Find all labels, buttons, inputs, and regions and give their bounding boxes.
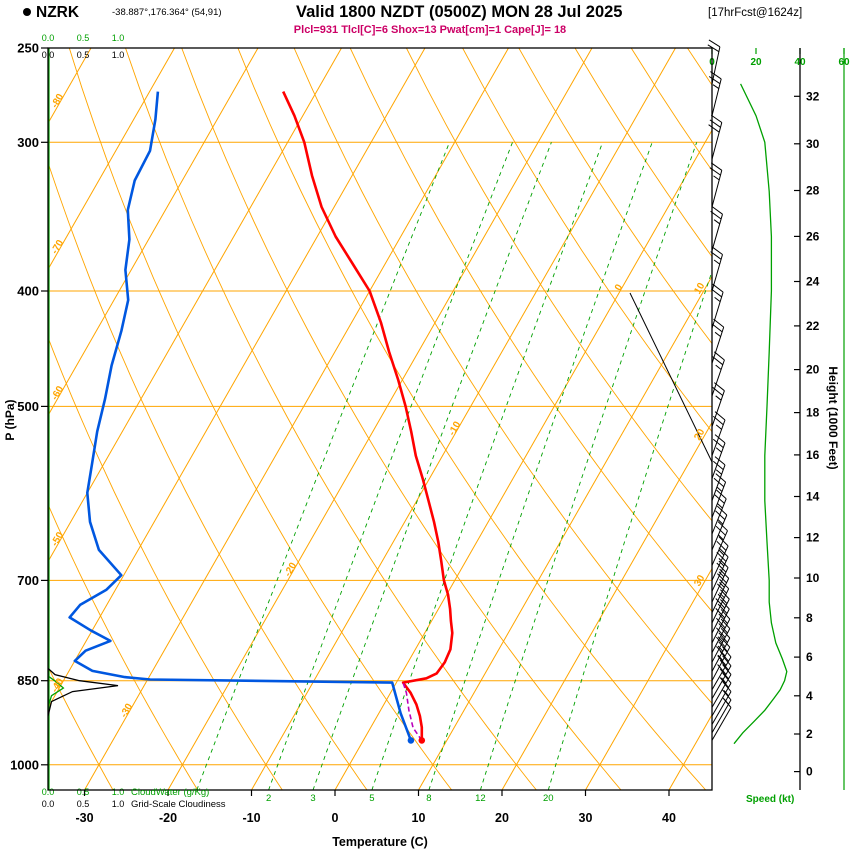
height-axis-title: Height (1000 Feet) [826,366,840,469]
svg-text:2: 2 [806,727,813,741]
svg-text:-30: -30 [75,811,93,825]
mixing-ratio-labels: 2 3 5 8 12 20 [266,793,554,804]
station-label: NZRK [36,4,80,21]
wind-barbs [708,40,731,741]
svg-text:250: 250 [17,41,39,56]
svg-text:4: 4 [806,689,813,703]
surface-temp-dot [419,737,426,744]
svg-text:500: 500 [17,399,39,414]
svg-text:6: 6 [806,650,813,664]
svg-text:5: 5 [369,793,374,804]
speed-axis-title: Speed (kt) [746,794,794,805]
stability-indices-line: Plcl=931 Tlcl[C]=6 Shox=13 Pwat[cm]=1 Ca… [294,24,566,36]
svg-text:700: 700 [17,573,39,588]
svg-text:1000: 1000 [10,757,39,772]
svg-text:-80: -80 [49,92,66,110]
svg-text:-10: -10 [447,419,464,437]
svg-text:10: 10 [806,571,820,585]
svg-text:0.5: 0.5 [77,787,90,797]
cloudiness-scale-title: Grid-Scale Cloudiness [131,799,226,810]
dewpoint-curve [70,92,411,741]
svg-text:0.0: 0.0 [42,799,55,809]
svg-text:20: 20 [692,427,707,443]
station-coordinates: -38.887°,176.364° (54,91) [112,7,222,18]
svg-text:30: 30 [692,573,707,589]
svg-text:18: 18 [806,406,820,420]
svg-text:40: 40 [662,811,676,825]
svg-text:-20: -20 [159,811,177,825]
svg-text:12: 12 [475,793,486,804]
svg-text:20: 20 [495,811,509,825]
svg-text:30: 30 [806,137,820,151]
svg-text:-30: -30 [119,701,136,719]
svg-text:1.0: 1.0 [112,33,125,43]
svg-text:24: 24 [806,275,820,289]
svg-text:-60: -60 [49,384,66,402]
valid-time-title: Valid 1800 NZDT (0500Z) MON 28 Jul 2025 [296,3,622,21]
svg-text:0.5: 0.5 [77,33,90,43]
svg-text:14: 14 [806,490,820,504]
svg-text:-20: -20 [283,560,300,578]
svg-text:-10: -10 [242,811,260,825]
speed-curve [734,84,787,744]
svg-text:2: 2 [266,793,271,804]
svg-text:22: 22 [806,319,820,333]
svg-text:8: 8 [426,793,431,804]
svg-text:0: 0 [806,765,813,779]
svg-text:32: 32 [806,89,820,103]
svg-text:20: 20 [543,793,554,804]
svg-text:0.5: 0.5 [77,50,90,60]
svg-text:28: 28 [806,184,820,198]
svg-text:300: 300 [17,135,39,150]
svg-text:8: 8 [806,611,813,625]
svg-text:1.0: 1.0 [112,787,125,797]
svg-text:10: 10 [412,811,426,825]
svg-text:26: 26 [806,229,820,243]
svg-text:850: 850 [17,673,39,688]
svg-text:60: 60 [838,57,850,68]
station-bullet-icon [23,8,31,16]
forecast-hour-label: [17hrFcst@1624z] [708,7,802,19]
svg-text:-70: -70 [49,238,66,256]
temperature-axis-title: Temperature (C) [332,835,428,849]
svg-text:3: 3 [310,793,315,804]
svg-text:30: 30 [579,811,593,825]
svg-text:20: 20 [806,363,820,377]
svg-text:16: 16 [806,448,820,462]
svg-text:0: 0 [332,811,339,825]
svg-text:1.0: 1.0 [112,50,125,60]
svg-text:20: 20 [750,57,762,68]
svg-text:12: 12 [806,531,820,545]
svg-text:-50: -50 [49,530,66,548]
pressure-axis-title: P (hPa) [3,399,17,440]
svg-text:400: 400 [17,284,39,299]
svg-text:0.5: 0.5 [77,799,90,809]
cloudwater-scale-title: CloudWater (g/Kg) [131,787,209,798]
svg-text:10: 10 [692,281,707,297]
surface-dewpoint-dot [408,737,415,744]
svg-text:1.0: 1.0 [112,799,125,809]
svg-text:0.0: 0.0 [42,33,55,43]
